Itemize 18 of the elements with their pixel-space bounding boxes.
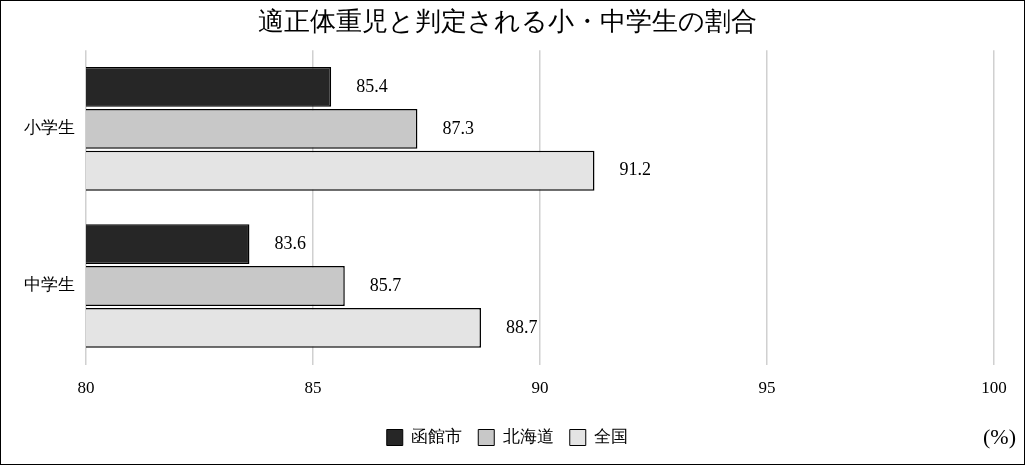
legend-label: 全国 [594,427,629,447]
x-tick-label: 80 [77,378,95,398]
data-label: 91.2 [619,159,651,180]
x-tick-label: 90 [531,378,549,398]
x-tick-label: 95 [758,378,776,398]
data-label: 83.6 [274,232,306,253]
data-label: 85.4 [356,75,388,96]
x-tick-label: 100 [981,378,1007,398]
data-label: 88.7 [505,316,538,337]
legend-label: 函館市 [411,427,463,447]
data-label: 85.7 [369,274,402,295]
y-tick-label: 小学生 [24,117,75,138]
y-tick-label: 中学生 [24,274,75,295]
data-label: 87.3 [442,117,474,138]
chart-title: 適正体重児と判定される小・中学生の割合 [258,5,757,36]
x-axis-title: (%) [983,424,1016,450]
x-tick-label: 85 [304,378,322,398]
legend-label: 北海道 [502,427,554,447]
